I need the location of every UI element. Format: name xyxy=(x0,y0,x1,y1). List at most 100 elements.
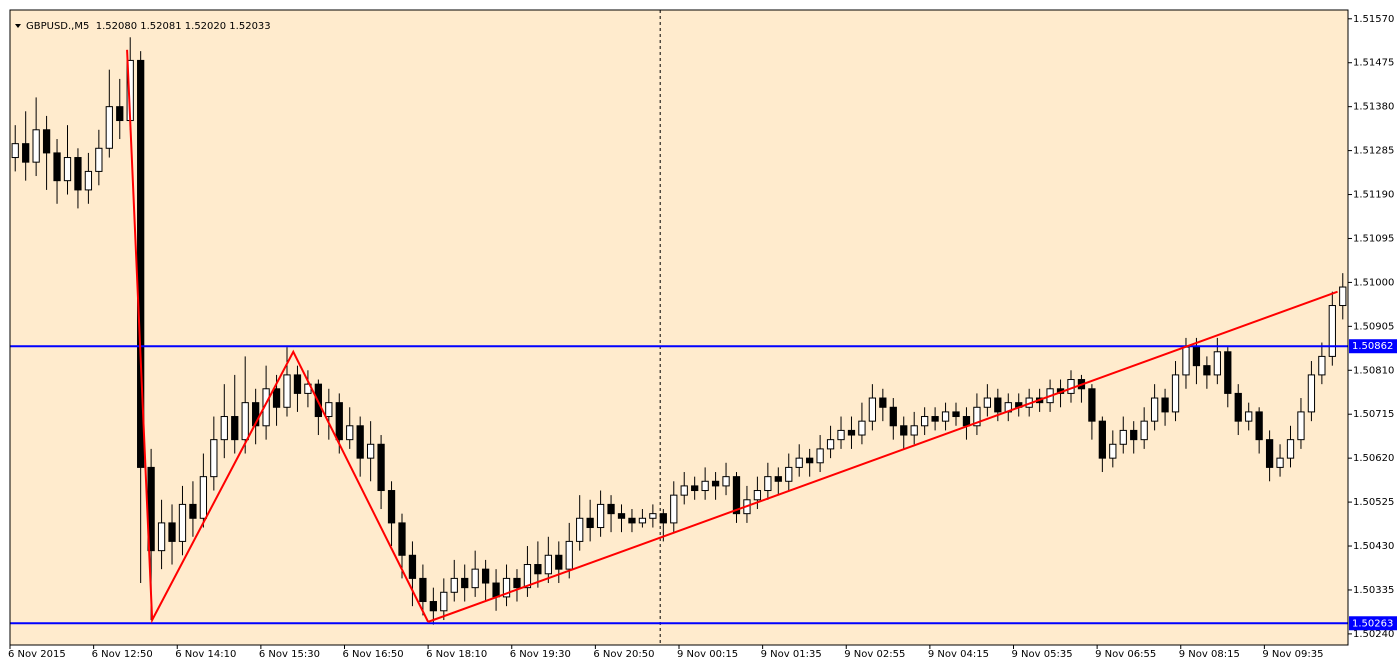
candle-body xyxy=(178,503,187,542)
candle-body xyxy=(419,577,427,603)
x-tick-label: 6 Nov 14:10 xyxy=(175,649,236,659)
price-label-box xyxy=(1349,339,1397,354)
candle-body xyxy=(346,425,354,441)
candle-body xyxy=(983,397,992,408)
candle-body xyxy=(157,522,166,552)
candle-body xyxy=(931,416,939,422)
x-tick-label: 9 Nov 09:35 xyxy=(1262,649,1323,659)
candle-body xyxy=(576,517,584,542)
candle-body xyxy=(659,513,667,524)
x-tick-label: 6 Nov 18:10 xyxy=(426,649,487,659)
candle-body xyxy=(858,420,866,436)
chart-title: GBPUSD.,M5 1.52080 1.52081 1.52020 1.520… xyxy=(26,21,271,32)
x-tick-label: 6 Nov 2015 xyxy=(8,649,66,659)
candle-body xyxy=(722,476,730,487)
candle-body xyxy=(962,416,971,427)
candle-body xyxy=(565,540,573,570)
candle-body xyxy=(847,429,856,436)
y-tick-label: 1.51190 xyxy=(1353,190,1394,201)
candle-body xyxy=(220,416,228,441)
candle-body xyxy=(1297,411,1305,441)
candle-body xyxy=(450,577,458,593)
candle-body xyxy=(941,411,950,422)
y-tick-label: 1.51380 xyxy=(1353,102,1394,113)
candle-body xyxy=(105,106,113,149)
x-tick-label: 9 Nov 08:15 xyxy=(1179,649,1240,659)
candle-body xyxy=(1067,379,1075,394)
candle-body xyxy=(283,374,291,408)
candle-body xyxy=(1328,305,1336,357)
plot-area xyxy=(10,10,1348,645)
candle-body xyxy=(63,157,72,182)
price-label: 1.50263 xyxy=(1352,618,1393,629)
candle-body xyxy=(502,577,511,598)
y-tick-label: 1.50715 xyxy=(1353,409,1394,420)
candle-body xyxy=(137,59,145,468)
candle-body xyxy=(356,425,364,459)
candle-body xyxy=(900,425,908,436)
candle-body xyxy=(116,106,124,122)
candle-body xyxy=(555,554,563,570)
candle-body xyxy=(753,490,762,501)
candle-body xyxy=(586,517,594,529)
candle-body xyxy=(335,402,343,441)
candle-body xyxy=(701,480,709,492)
x-tick-label: 9 Nov 02:55 xyxy=(844,649,905,659)
candle-body xyxy=(293,374,302,394)
candle-body xyxy=(1161,397,1169,413)
candle-body xyxy=(523,564,532,589)
x-tick-label: 6 Nov 12:50 xyxy=(92,649,153,659)
candle-body xyxy=(670,494,678,524)
candle-body xyxy=(691,485,699,492)
candle-body xyxy=(1109,443,1117,459)
candle-body xyxy=(74,157,82,191)
y-tick-label: 1.51570 xyxy=(1353,14,1394,25)
candle-body xyxy=(534,564,542,575)
candle-body xyxy=(837,429,845,441)
candle-body xyxy=(1203,365,1211,376)
price-label-box xyxy=(1349,616,1397,631)
x-tick-label: 9 Nov 06:55 xyxy=(1095,649,1156,659)
y-tick-label: 1.50335 xyxy=(1353,585,1394,596)
candle-body xyxy=(481,568,490,584)
candle-body xyxy=(868,397,877,422)
candle-body xyxy=(84,170,93,191)
trend-line xyxy=(427,290,1338,623)
candle-body xyxy=(241,402,249,441)
candle-body xyxy=(1088,388,1096,422)
candle-body xyxy=(879,397,887,408)
candle-body xyxy=(596,503,605,529)
candle-body xyxy=(649,513,657,519)
candle-body xyxy=(398,522,406,556)
candle-body xyxy=(1318,355,1326,376)
candle-body xyxy=(1130,429,1138,441)
candle-body xyxy=(95,147,103,172)
y-tick-label: 1.50620 xyxy=(1353,453,1394,464)
candle-body xyxy=(1171,374,1180,413)
candle-body xyxy=(607,503,615,515)
candle-body xyxy=(711,480,720,487)
y-tick-label: 1.51475 xyxy=(1353,58,1394,69)
candle-body xyxy=(1307,374,1316,413)
x-tick-label: 9 Nov 01:35 xyxy=(761,649,822,659)
y-tick-label: 1.51000 xyxy=(1353,277,1394,288)
candle-body xyxy=(1276,457,1284,468)
candle-body xyxy=(1140,420,1148,441)
y-tick-label: 1.50905 xyxy=(1353,321,1394,332)
candle-body xyxy=(168,522,176,542)
candle-body xyxy=(11,143,19,159)
candle-body xyxy=(377,443,385,492)
candle-body xyxy=(638,517,647,524)
candle-body xyxy=(325,402,333,418)
candle-body xyxy=(22,143,30,163)
x-tick-label: 6 Nov 16:50 xyxy=(343,649,404,659)
candle-body xyxy=(471,568,479,589)
y-tick-label: 1.51095 xyxy=(1353,233,1394,244)
y-tick-label: 1.50240 xyxy=(1353,629,1394,640)
candle-body xyxy=(774,476,782,482)
overlays xyxy=(10,49,1348,625)
candle-body xyxy=(210,439,218,478)
candle-body xyxy=(994,397,1002,413)
candle-body xyxy=(492,582,500,598)
